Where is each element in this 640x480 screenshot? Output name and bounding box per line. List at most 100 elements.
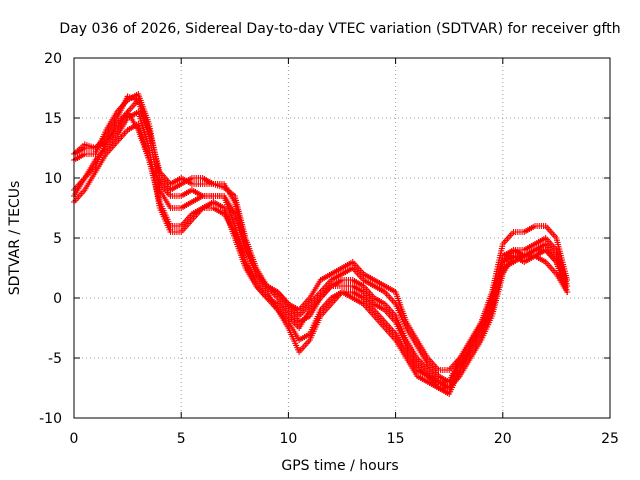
y-tick-label: 5 [53, 231, 62, 247]
data-point [480, 339, 482, 341]
data-point [405, 351, 407, 353]
y-tick-label: 10 [44, 171, 62, 187]
data-point [352, 261, 354, 263]
data-point [502, 267, 504, 269]
data-point [116, 129, 118, 131]
data-point [94, 165, 97, 167]
data-point [534, 249, 536, 251]
data-point [512, 249, 515, 251]
data-point [180, 177, 182, 179]
data-point [362, 279, 365, 281]
data-point [202, 183, 204, 185]
data-point [427, 369, 429, 371]
data-point [362, 291, 365, 293]
data-point [352, 291, 354, 293]
x-tick-label: 15 [387, 431, 405, 447]
data-point [309, 303, 311, 305]
data-point [180, 183, 182, 185]
data-point [191, 183, 193, 185]
data-point [470, 345, 472, 347]
data-point [127, 129, 129, 131]
data-point [234, 231, 236, 233]
data-point [266, 291, 268, 293]
data-point [298, 339, 300, 341]
data-point [395, 339, 397, 341]
data-point [169, 207, 172, 209]
data-point [116, 117, 118, 119]
data-point [287, 321, 289, 323]
data-point [277, 297, 279, 299]
data-point [437, 375, 440, 377]
data-point [202, 177, 204, 179]
data-point [437, 387, 440, 389]
data-point [180, 231, 182, 233]
data-point [266, 285, 268, 287]
data-point [373, 279, 375, 281]
data-point [405, 327, 407, 329]
data-point [330, 297, 332, 299]
data-point [502, 243, 504, 245]
data-point [491, 291, 493, 293]
data-point [255, 273, 257, 275]
x-tick-label: 0 [70, 431, 79, 447]
data-point [159, 201, 161, 203]
data-point [212, 183, 214, 185]
x-tick-label: 10 [279, 431, 297, 447]
data-point [523, 261, 525, 263]
data-point [341, 279, 343, 281]
data-point [137, 93, 139, 95]
data-point [523, 249, 525, 251]
data-point [287, 315, 289, 317]
y-tick-label: 20 [44, 51, 62, 67]
data-point [309, 339, 311, 341]
data-point [191, 219, 193, 221]
data-point [341, 267, 343, 269]
data-point [395, 291, 397, 293]
data-point [384, 303, 386, 305]
data-point [545, 237, 547, 239]
data-point [395, 303, 397, 305]
data-point [523, 255, 525, 257]
data-point [84, 177, 86, 179]
data-point [523, 231, 525, 233]
data-point [362, 303, 365, 305]
data-point [395, 315, 397, 317]
data-point [405, 345, 407, 347]
y-tick-label: 15 [44, 111, 62, 127]
data-point [159, 177, 161, 179]
data-point [223, 183, 225, 185]
data-point [319, 291, 322, 293]
data-point [384, 327, 386, 329]
data-point [127, 95, 129, 97]
data-point [116, 111, 118, 113]
chart-title: Day 036 of 2026, Sidereal Day-to-day VTE… [59, 21, 620, 37]
data-point [330, 285, 332, 287]
data-point [566, 285, 568, 287]
data-point [545, 249, 547, 251]
data-point [330, 273, 332, 275]
data-point [212, 201, 214, 203]
data-point [405, 357, 407, 359]
data-point [298, 315, 300, 317]
data-point [234, 201, 236, 203]
data-point [309, 309, 311, 311]
data-point [105, 129, 107, 131]
data-point [223, 213, 225, 215]
tick-layer: 0 5 10 15 20 25 -10 -5 0 5 10 15 20 [39, 51, 619, 447]
data-point [169, 231, 172, 233]
data-point [84, 153, 86, 155]
data-point [319, 279, 322, 281]
data-point [298, 351, 300, 353]
data-point [352, 297, 354, 299]
data-point [319, 297, 322, 299]
data-point [148, 123, 150, 125]
data-point [105, 147, 107, 149]
data-point [223, 207, 225, 209]
data-point [180, 225, 182, 227]
data-point [534, 243, 536, 245]
y-tick-label: -10 [39, 411, 62, 427]
data-point [352, 285, 354, 287]
data-point [309, 315, 311, 317]
data-point [448, 369, 450, 371]
